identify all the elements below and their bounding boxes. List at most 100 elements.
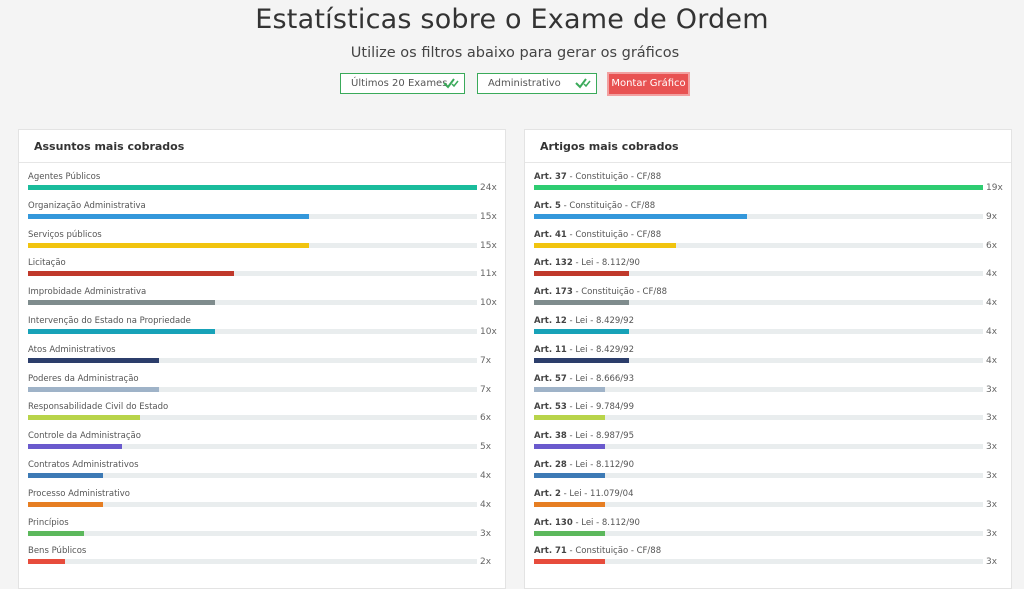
bar-fill — [28, 530, 85, 536]
bar-track — [534, 300, 983, 306]
item-label: Princípios — [28, 517, 69, 528]
bar-fill — [28, 559, 66, 565]
item-count: 10x — [480, 298, 497, 309]
item-count: 2x — [480, 557, 492, 568]
list-item: Art. 12 - Lei - 8.429/92 4x — [534, 316, 1011, 345]
bar-track — [28, 329, 477, 334]
item-label: Bens Públicos — [28, 546, 87, 557]
item-label: Art. 71 - Constituição - CF/88 — [534, 546, 661, 556]
item-label: Organização Administrativa — [28, 200, 146, 211]
bar-track — [534, 559, 983, 565]
item-count: 4x — [986, 327, 998, 337]
list-item: Bens Públicos 2x — [28, 546, 505, 575]
item-label: Art. 11 - Lei - 8.429/92 — [534, 345, 634, 355]
bar-track — [28, 271, 477, 277]
item-label: Improbidade Administrativa — [28, 287, 147, 298]
bar-fill — [28, 213, 309, 219]
article-law: - Constituição - CF/88 — [572, 287, 668, 298]
item-count: 4x — [986, 269, 998, 280]
item-label: Art. 38 - Lei - 8.987/95 — [534, 431, 634, 441]
list-item: Art. 41 - Constituição - CF/88 6x — [534, 230, 1011, 259]
item-count: 15x — [480, 240, 497, 251]
article-number: Art. 38 — [534, 431, 567, 442]
item-count: 10x — [480, 327, 497, 337]
bar-track — [28, 415, 477, 421]
item-label: Art. 28 - Lei - 8.112/90 — [534, 460, 634, 470]
item-label: Art. 57 - Lei - 8.666/93 — [534, 374, 634, 384]
bar-fill — [534, 501, 605, 507]
subjects-panel: Assuntos mais cobrados Agentes Públicos 2… — [18, 129, 506, 589]
bar-fill — [28, 386, 159, 392]
articles-panel: Artigos mais cobrados Art. 37 - Constitu… — [524, 129, 1012, 589]
item-label: Atos Administrativos — [28, 344, 116, 355]
article-number: Art. 132 — [534, 258, 573, 269]
item-count: 4x — [986, 355, 998, 366]
bar-fill — [534, 213, 747, 219]
bar-fill — [28, 329, 216, 334]
bar-track — [534, 185, 983, 190]
item-count: 5x — [480, 442, 492, 453]
item-count: 4x — [480, 499, 492, 510]
build-chart-button[interactable]: Montar Gráfico — [607, 72, 690, 96]
bar-track — [534, 329, 983, 334]
bar-fill — [28, 415, 141, 421]
article-law: - Lei - 8.112/90 — [566, 460, 634, 470]
item-count: 24x — [480, 183, 497, 193]
item-label: Art. 37 - Constituição - CF/88 — [534, 172, 661, 182]
article-law: - Lei - 8.112/90 — [572, 517, 640, 528]
list-item: Responsabilidade Civil do Estado 6x — [28, 402, 505, 431]
article-number: Art. 71 — [534, 546, 567, 557]
exams-filter-select[interactable]: Últimos 20 Exames — [340, 73, 465, 94]
article-law: - Lei - 8.112/90 — [572, 258, 640, 269]
item-count: 4x — [480, 471, 492, 481]
list-item: Art. 38 - Lei - 8.987/95 3x — [534, 431, 1011, 460]
bar-track — [534, 357, 983, 363]
list-item: Agentes Públicos 24x — [28, 172, 505, 201]
list-item: Princípios 3x — [28, 518, 505, 547]
bar-fill — [28, 501, 103, 507]
bar-fill — [534, 530, 605, 536]
item-label: Art. 5 - Constituição - CF/88 — [534, 201, 655, 211]
article-law: - Lei - 8.987/95 — [566, 431, 634, 442]
list-item: Improbidade Administrativa 10x — [28, 287, 505, 316]
subject-filter-select[interactable]: Administrativo — [477, 73, 597, 94]
list-item: Art. 71 - Constituição - CF/88 3x — [534, 546, 1011, 575]
article-number: Art. 28 — [534, 460, 567, 470]
bar-fill — [534, 300, 629, 306]
list-item: Serviços públicos 15x — [28, 230, 505, 259]
bar-fill — [534, 444, 605, 450]
article-number: Art. 130 — [534, 517, 573, 528]
subjects-panel-title: Assuntos mais cobrados — [19, 130, 505, 163]
item-label: Art. 2 - Lei - 11.079/04 — [534, 489, 633, 499]
bar-track — [534, 501, 983, 507]
article-law: - Lei - 11.079/04 — [560, 488, 634, 499]
item-label: Contratos Administrativos — [28, 460, 139, 470]
list-item: Art. 2 - Lei - 11.079/04 3x — [534, 489, 1011, 518]
item-label: Licitação — [28, 258, 66, 269]
item-count: 3x — [480, 528, 492, 539]
bar-track — [28, 213, 477, 219]
item-count: 3x — [986, 528, 998, 539]
item-count: 3x — [986, 471, 998, 481]
bar-fill — [28, 185, 477, 190]
item-label: Art. 41 - Constituição - CF/88 — [534, 230, 661, 240]
list-item: Art. 28 - Lei - 8.112/90 3x — [534, 460, 1011, 489]
bar-fill — [534, 329, 629, 334]
bar-fill — [28, 242, 309, 248]
item-count: 6x — [480, 413, 492, 424]
bar-track — [534, 271, 983, 277]
item-label: Intervenção do Estado na Propriedade — [28, 316, 191, 326]
bar-track — [28, 300, 477, 306]
item-label: Serviços públicos — [28, 229, 102, 240]
bar-track — [28, 386, 477, 392]
item-count: 7x — [480, 355, 492, 366]
item-count: 3x — [986, 384, 998, 395]
article-number: Art. 53 — [534, 402, 567, 413]
article-number: Art. 57 — [534, 373, 567, 384]
list-item: Art. 132 - Lei - 8.112/90 4x — [534, 258, 1011, 287]
item-count: 19x — [986, 183, 1003, 193]
item-label: Processo Administrativo — [28, 488, 130, 499]
article-number: Art. 2 — [534, 488, 561, 499]
item-count: 3x — [986, 442, 998, 453]
article-law: - Lei - 9.784/99 — [566, 402, 634, 413]
